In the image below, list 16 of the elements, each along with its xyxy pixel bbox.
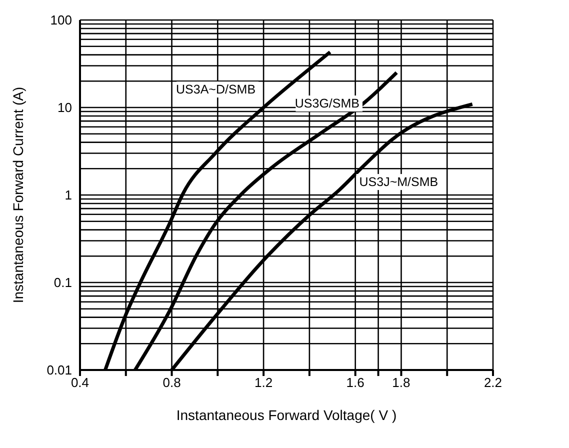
y-tick-label: 0.01	[46, 362, 72, 378]
y-tick-label: 100	[50, 12, 72, 28]
y-tick-label: 1	[64, 188, 72, 203]
x-tick-label: 1.8	[392, 375, 410, 390]
y-tick-label: 10	[58, 100, 72, 116]
x-tick-label: 0.4	[70, 375, 90, 390]
x-tick-label: 2.2	[484, 375, 502, 390]
series-label: US3A~D/SMB	[176, 82, 256, 96]
x-axis-title: Instantaneous Forward Voltage( V )	[176, 407, 397, 423]
y-tick-label: 0.1	[54, 275, 72, 290]
y-axis-title: Instantaneous Forward Current (A)	[10, 86, 26, 304]
series-label: US3G/SMB	[294, 96, 360, 111]
x-tick-label: 0.8	[162, 375, 181, 390]
x-tick-label: 1.6	[346, 375, 364, 390]
series-label: US3J~M/SMB	[359, 175, 438, 190]
x-tick-label: 1.2	[254, 375, 273, 390]
